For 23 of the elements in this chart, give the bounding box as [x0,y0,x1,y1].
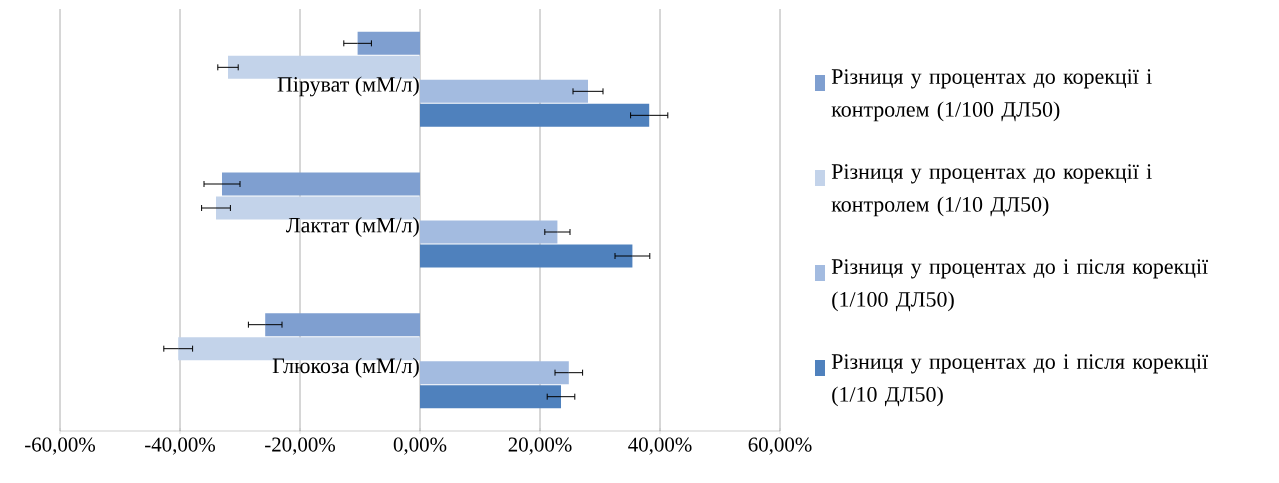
legend-label: Різниця у процентах до корекції і контролем (1/100 ДЛ50) [831,69,1152,122]
y-tick-label: Лактат (мМ/л) [286,217,419,237]
bar [420,361,569,385]
x-tick-label: 20,00% [508,437,572,455]
x-tick-label: -20,00% [265,437,336,455]
bar [357,31,420,55]
legend-label: Різниця у процентах до корекції і контролем (1/10 ДЛ50) [831,164,1152,217]
x-tick-label: -40,00% [145,437,216,455]
bar [420,79,589,103]
legend-label: Різниця у процентах до і після корекції (1/10 ДЛ50) [831,354,1209,407]
bar [420,244,633,268]
x-tick-label: -60,00% [25,437,96,455]
x-tick-label: 0,00% [393,437,447,455]
legend-label: Різниця у процентах до і після корекції (1/100 ДЛ50) [831,259,1209,312]
bar [420,385,562,409]
bar [222,172,420,196]
x-tick-label: 40,00% [628,437,692,455]
x-tick-label: 60,00% [748,437,812,455]
bar [265,313,420,337]
bar [420,103,650,127]
y-tick-label: Глюкоза (мМ/л) [272,357,419,378]
bar [420,220,558,244]
y-tick-label: Піруват (мМ/л) [277,76,419,97]
